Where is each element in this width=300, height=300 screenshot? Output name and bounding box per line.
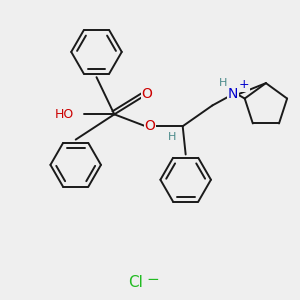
Text: H: H bbox=[219, 78, 227, 88]
Text: HO: HO bbox=[55, 108, 74, 121]
Text: +: + bbox=[238, 78, 249, 91]
Text: O: O bbox=[145, 119, 155, 133]
Text: H: H bbox=[168, 132, 176, 142]
Text: N: N bbox=[228, 86, 238, 100]
Text: −: − bbox=[147, 272, 159, 287]
Text: O: O bbox=[142, 86, 152, 100]
Text: Cl: Cl bbox=[128, 275, 142, 290]
